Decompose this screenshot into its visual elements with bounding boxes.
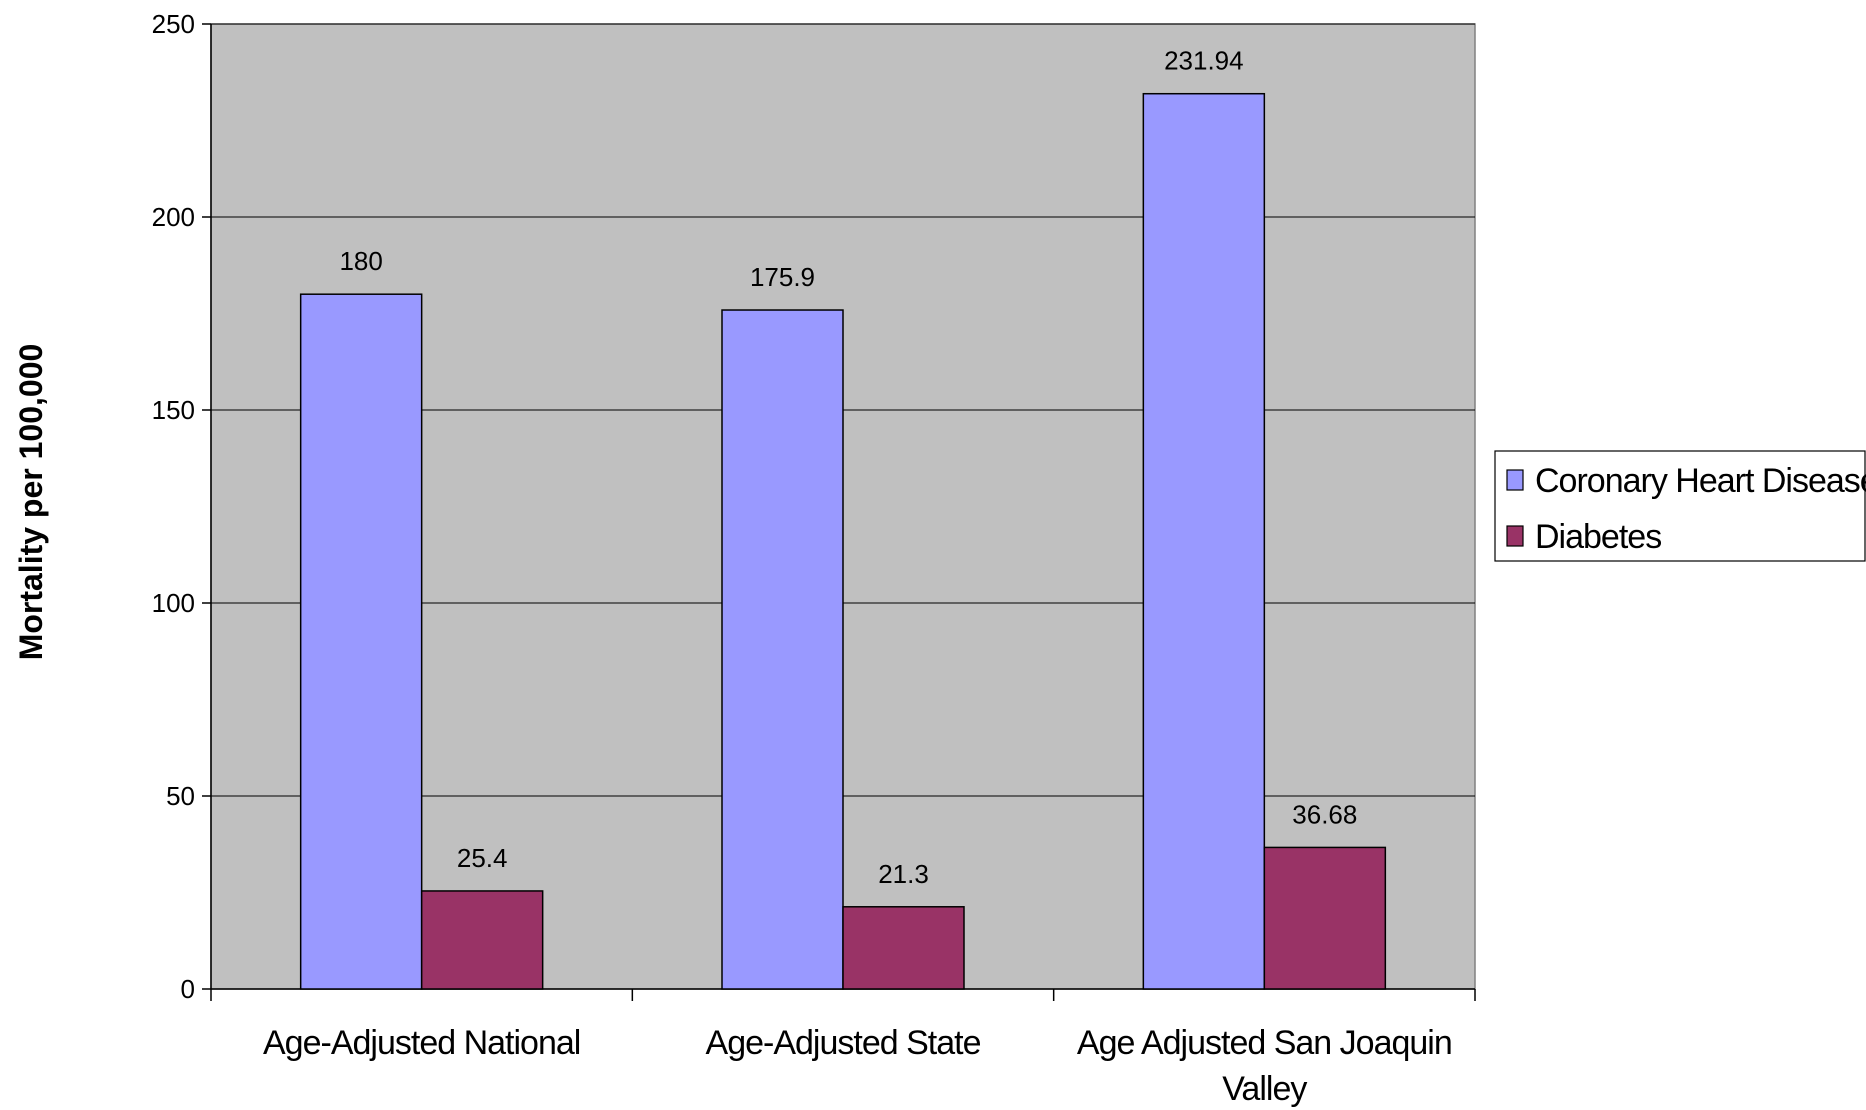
y-tick-label: 200: [152, 202, 195, 232]
legend: Coronary Heart Disease Diabetes: [1494, 450, 1866, 562]
data-label: 231.94: [1164, 46, 1244, 76]
x-category-label: Age Adjusted San Joaquin: [1077, 1024, 1452, 1062]
data-labels: 180 25.4 175.9 21.3 231.94 36.68: [339, 46, 1357, 889]
x-axis: Age-Adjusted National Age-Adjusted State A…: [210, 988, 1476, 1108]
x-category-label: Age-Adjusted National: [263, 1024, 580, 1062]
legend-swatch: [1506, 469, 1524, 491]
legend-swatch: [1506, 525, 1524, 547]
bar: [721, 309, 844, 990]
y-tick-label: 50: [166, 781, 195, 811]
data-label: 25.4: [457, 843, 508, 873]
data-label: 36.68: [1292, 799, 1357, 829]
y-axis: 0 50 100 150 200 250: [152, 9, 212, 1004]
y-tick-label: 100: [152, 588, 195, 618]
bar: [842, 906, 965, 990]
data-label: 180: [339, 246, 382, 276]
legend-box: [1494, 450, 1866, 562]
y-tick-label: 0: [181, 974, 195, 1004]
legend-label: Diabetes: [1535, 518, 1661, 556]
bar: [1263, 846, 1387, 990]
x-category-label: Valley: [1222, 1070, 1307, 1108]
y-tick-label: 150: [152, 395, 195, 425]
data-label: 21.3: [878, 859, 929, 889]
y-tick-label: 250: [152, 9, 195, 39]
legend-label: Coronary Heart Disease: [1535, 462, 1866, 500]
bars: [299, 92, 1387, 990]
x-category-label: Age-Adjusted State: [706, 1024, 981, 1062]
y-axis-title: Mortality per 100,000: [13, 344, 49, 661]
bar: [420, 890, 544, 990]
data-label: 175.9: [750, 262, 815, 292]
bar: [1142, 92, 1266, 990]
bar: [299, 293, 423, 990]
